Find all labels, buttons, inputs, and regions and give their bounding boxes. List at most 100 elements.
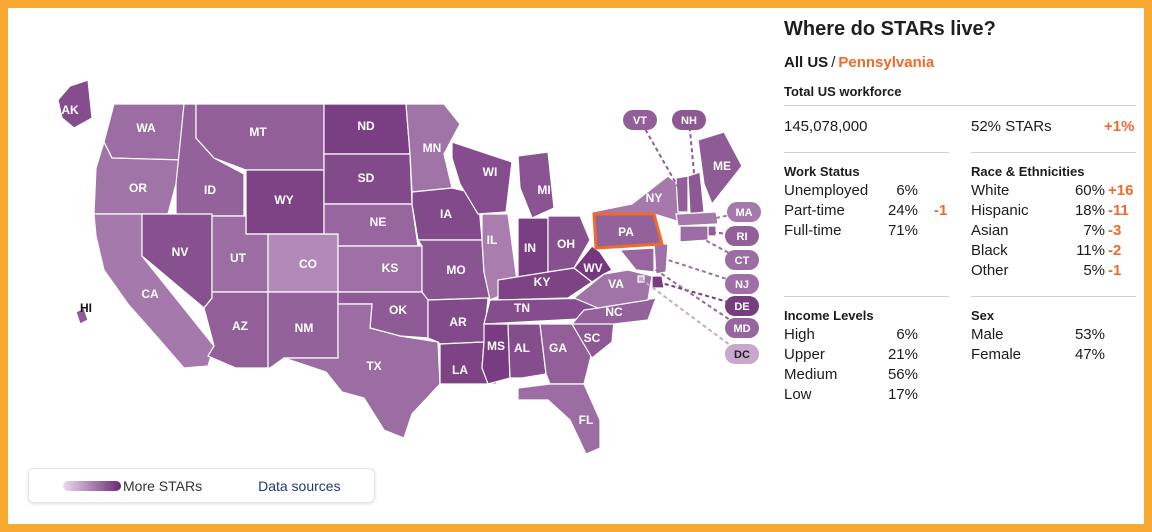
row-label: Black bbox=[971, 242, 1008, 259]
work-status-row: Unemployed 6% bbox=[784, 182, 954, 202]
state-badge-dc[interactable] bbox=[725, 344, 759, 364]
state-ak[interactable] bbox=[57, 79, 93, 129]
state-label-wy: WY bbox=[274, 193, 293, 207]
state-oh[interactable] bbox=[547, 215, 591, 273]
workforce-total: 145,078,000 bbox=[784, 118, 868, 135]
state-label-az: AZ bbox=[232, 319, 248, 333]
state-badge-md[interactable] bbox=[725, 318, 759, 338]
callout-line-dc bbox=[640, 278, 743, 355]
state-badge-ri[interactable] bbox=[725, 226, 759, 246]
state-wi[interactable] bbox=[451, 141, 513, 215]
state-label-tn: TN bbox=[514, 301, 530, 315]
income-row: Upper 21% bbox=[784, 346, 954, 366]
state-badge-vt[interactable] bbox=[623, 110, 657, 130]
row-percent: 7% bbox=[1083, 222, 1105, 239]
state-me[interactable] bbox=[697, 131, 743, 206]
state-al[interactable] bbox=[507, 323, 547, 379]
state-badge-label-ct: CT bbox=[735, 255, 750, 267]
row-label: Other bbox=[971, 262, 1009, 279]
income-row: High 6% bbox=[784, 326, 954, 346]
row-label: Part-time bbox=[784, 202, 845, 219]
race-row: Asian 7% -3 bbox=[971, 222, 1141, 242]
state-badge-label-nh: NH bbox=[681, 115, 697, 127]
divider bbox=[784, 105, 1136, 106]
state-label-oh: OH bbox=[557, 237, 575, 251]
state-fl[interactable] bbox=[517, 383, 601, 455]
state-nc[interactable] bbox=[570, 297, 657, 325]
state-label-id: ID bbox=[204, 183, 216, 197]
stars-change: +1% bbox=[1104, 118, 1135, 135]
row-percent: 6% bbox=[896, 326, 918, 343]
row-percent: 18% bbox=[1074, 202, 1105, 219]
state-label-mo: MO bbox=[446, 263, 465, 277]
row-percent: 11% bbox=[1076, 242, 1105, 259]
state-label-in: IN bbox=[524, 241, 536, 255]
race-row: White 60% +16 bbox=[971, 182, 1141, 202]
row-percent: 60% bbox=[1074, 182, 1105, 199]
breadcrumb-separator: / bbox=[831, 54, 836, 71]
row-change: -1 bbox=[934, 202, 948, 219]
row-percent: 71% bbox=[887, 222, 918, 239]
state-label-ms: MS bbox=[487, 339, 505, 353]
state-label-ak: AK bbox=[61, 103, 79, 117]
row-change: -11 bbox=[1108, 202, 1129, 219]
state-label-tx: TX bbox=[366, 359, 381, 373]
us-map: WA OR CA ID NV MT WY UT AZ CO NM ND SD NE KS OK TX MN IA MO… bbox=[57, 79, 761, 455]
state-mi[interactable] bbox=[517, 151, 555, 219]
row-percent: 21% bbox=[887, 346, 918, 363]
state-label-ga: GA bbox=[549, 341, 567, 355]
state-or[interactable] bbox=[93, 140, 185, 215]
income-row: Medium 56% bbox=[784, 366, 954, 386]
state-label-ar: AR bbox=[449, 315, 467, 329]
row-label: White bbox=[971, 182, 1010, 199]
state-label-me: ME bbox=[713, 159, 731, 173]
divider bbox=[784, 296, 949, 297]
stars-share: 52% STARs bbox=[971, 118, 1052, 135]
state-label-nc: NC bbox=[605, 305, 623, 319]
state-wv[interactable] bbox=[573, 245, 613, 283]
state-badge-de[interactable] bbox=[725, 296, 759, 316]
row-percent: 5% bbox=[1083, 262, 1105, 279]
state-ms[interactable] bbox=[481, 323, 511, 385]
state-label-ny: NY bbox=[646, 191, 663, 205]
state-ma[interactable] bbox=[675, 211, 719, 227]
state-badge-ma[interactable] bbox=[727, 202, 761, 222]
state-badge-nj[interactable] bbox=[725, 274, 759, 294]
state-tx[interactable] bbox=[283, 303, 441, 439]
row-label: Medium bbox=[784, 366, 838, 383]
panel-title: Where do STARs live? bbox=[784, 18, 996, 40]
dashboard-frame: WA OR CA ID NV MT WY UT AZ CO NM ND SD NE KS OK TX MN IA MO… bbox=[8, 8, 1144, 524]
divider bbox=[971, 152, 1136, 153]
state-badge-label-md: MD bbox=[733, 323, 750, 335]
workforce-title: Total US workforce bbox=[784, 84, 902, 99]
row-percent: 17% bbox=[887, 386, 918, 403]
work-status-title: Work Status bbox=[784, 164, 860, 179]
state-mn[interactable] bbox=[405, 103, 461, 193]
work-status-row: Full-time 71% bbox=[784, 222, 954, 242]
state-md[interactable] bbox=[618, 247, 655, 273]
divider bbox=[971, 296, 1136, 297]
callout-line-vt bbox=[639, 119, 683, 195]
breadcrumb-all-us[interactable]: All US bbox=[784, 54, 829, 71]
state-ri[interactable] bbox=[707, 225, 717, 237]
income-row: Low 17% bbox=[784, 386, 954, 406]
race-row: Hispanic 18% -11 bbox=[971, 202, 1141, 222]
state-ks[interactable] bbox=[337, 245, 423, 293]
state-label-nm: NM bbox=[295, 321, 314, 335]
state-label-wv: WV bbox=[583, 261, 602, 275]
sex-row: Female 47% bbox=[971, 346, 1141, 366]
state-label-ok: OK bbox=[389, 303, 407, 317]
state-badge-ct[interactable] bbox=[725, 250, 759, 270]
state-label-wi: WI bbox=[483, 165, 498, 179]
state-badge-nh[interactable] bbox=[672, 110, 706, 130]
divider bbox=[784, 152, 949, 153]
state-label-or: OR bbox=[129, 181, 147, 195]
row-percent: 47% bbox=[1074, 346, 1105, 363]
sex-title: Sex bbox=[971, 308, 995, 323]
data-sources-link[interactable]: Data sources bbox=[258, 477, 341, 494]
state-label-ky: KY bbox=[534, 275, 551, 289]
row-change: -2 bbox=[1108, 242, 1122, 259]
state-label-nv: NV bbox=[172, 245, 189, 259]
state-hi[interactable] bbox=[75, 307, 89, 325]
callout-line-md bbox=[643, 261, 743, 329]
